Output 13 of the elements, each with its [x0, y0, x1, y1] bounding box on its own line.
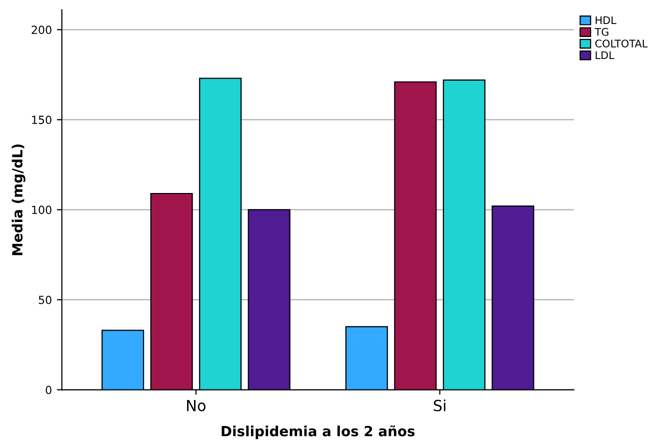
legend-label: TG — [594, 28, 608, 36]
x-tick-label: No — [187, 400, 206, 412]
y-tick-label: 150 — [32, 116, 52, 124]
y-tick-label: 200 — [32, 26, 52, 34]
y-tick-label: 0 — [46, 386, 52, 394]
legend-label: COLTOTAL — [595, 40, 648, 48]
y-tick-label: 50 — [38, 296, 52, 304]
x-axis-title: Dislipidemia a los 2 años — [222, 425, 415, 440]
legend-label: LDL — [596, 51, 614, 59]
x-tick-label: Si — [434, 399, 446, 412]
y-axis-title: Media (mg/dL) — [12, 144, 26, 256]
y-tick-label: 100 — [32, 206, 52, 214]
legend-label: HDL — [596, 16, 616, 24]
